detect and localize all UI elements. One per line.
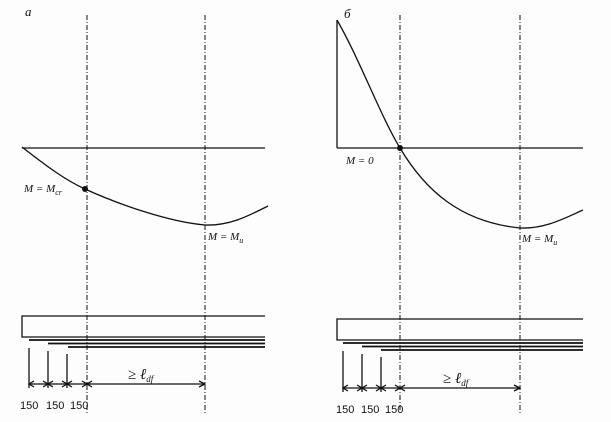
spacing-1: 150 xyxy=(20,400,38,412)
anchorage-label: ≥ ℓdf xyxy=(128,367,155,384)
anchorage-label: ≥ ℓdf xyxy=(443,371,470,388)
beam-outline xyxy=(21,315,265,338)
panel-a-label: а xyxy=(25,4,32,19)
spacing-3: 150 xyxy=(70,400,88,412)
mu-label: M = Mu xyxy=(207,231,243,245)
spacing-2: 150 xyxy=(46,400,64,412)
spacing-2: 150 xyxy=(361,404,379,416)
dimension-arrows xyxy=(341,384,522,392)
panel-a: а M = Mcr M = Mu ≥ ℓdf 150 150 150 xyxy=(20,4,269,415)
beam-outline xyxy=(336,318,583,341)
zero-point xyxy=(397,145,403,151)
dimension-arrows xyxy=(27,380,207,388)
zero-moment-label: M = 0 xyxy=(345,155,374,167)
spacing-1: 150 xyxy=(336,404,354,416)
mcr-label: M = Mcr xyxy=(23,183,63,197)
mu-label: M = Mu xyxy=(521,233,557,247)
panel-b-label: б xyxy=(344,6,351,21)
panel-b: б M = 0 M = Mu ≥ ℓdf 150 150 150 xyxy=(336,6,584,416)
mcr-point xyxy=(82,186,88,192)
moment-curve xyxy=(21,146,269,226)
spacing-3: 150 xyxy=(385,404,403,416)
moment-curve xyxy=(336,19,584,229)
